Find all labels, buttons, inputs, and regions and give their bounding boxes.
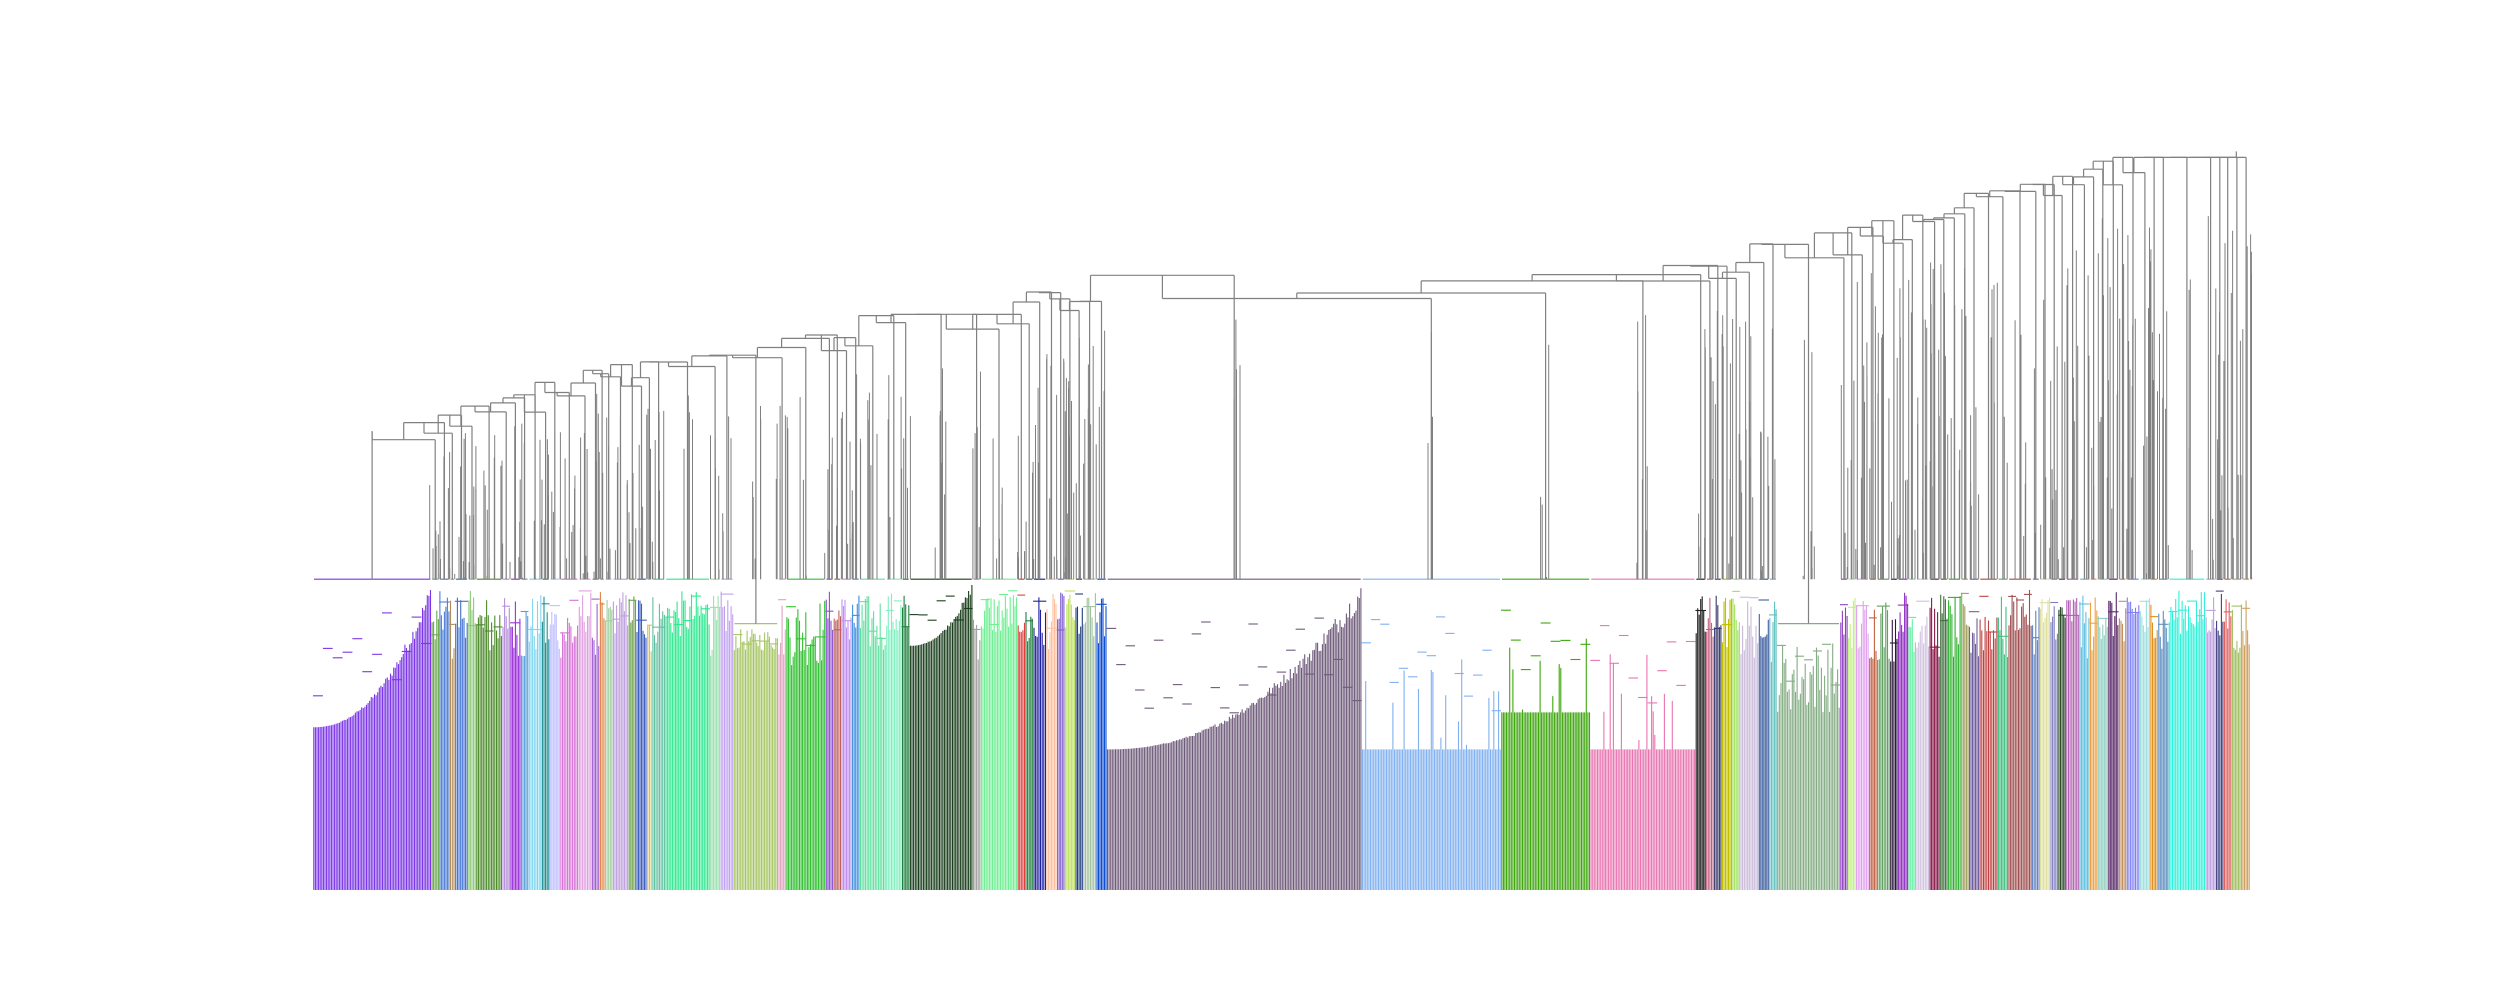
cluster-46 [1075,578,1084,890]
cluster-8 [502,578,511,890]
cluster-1 [313,578,432,890]
cluster-33 [851,578,860,890]
cluster-49 [1106,578,1362,890]
cluster-12 [541,578,550,890]
cluster-86 [2097,578,2109,890]
cluster-31 [833,578,842,890]
cluster-44 [1056,578,1065,890]
cluster-39 [980,578,1018,890]
cluster-73 [1947,578,1961,890]
cluster-67 [1889,578,1898,890]
cluster-88 [2118,578,2127,890]
cluster-64 [1855,578,1869,890]
cluster-81 [2050,578,2059,890]
cluster-3 [439,578,450,890]
cluster-30 [825,578,834,890]
cluster-10 [520,578,529,890]
cluster-62 [1840,578,1848,890]
cluster-56 [1721,578,1733,890]
cluster-43 [1046,578,1057,890]
cluster-71 [1929,578,1940,890]
cluster-23 [652,578,666,890]
cluster-93 [2168,578,2206,890]
cluster-98 [2242,578,2250,890]
cluster-51 [1501,578,1591,890]
cluster-27 [733,622,779,890]
cluster-55 [1713,578,1722,890]
cluster-41 [1025,578,1034,890]
cluster-77 [1997,578,2009,890]
cluster-80 [2039,578,2051,890]
cluster-61 [1776,622,1840,890]
cluster-45 [1064,578,1076,890]
cluster-83 [2066,578,2080,890]
cluster-16 [591,578,600,890]
cluster-95 [2215,578,2224,890]
cluster-13 [549,578,561,890]
cluster-4 [449,578,455,890]
cluster-96 [2223,578,2232,890]
cluster-66 [1876,578,1890,890]
cluster-6 [468,578,476,890]
cluster-20 [628,578,637,890]
cluster-34 [859,578,886,890]
cluster-78 [2008,578,2032,890]
cluster-5 [454,578,469,890]
cluster-65 [1868,578,1877,890]
cluster-28 [778,578,787,890]
cluster-89 [2126,578,2140,890]
cluster-79 [2031,578,2040,890]
cluster-84 [2079,578,2090,890]
cluster-57 [1732,578,1741,890]
cluster-2 [431,578,440,890]
cluster-22 [646,578,652,890]
upper-links [371,151,2253,624]
cluster-69 [1908,578,1917,890]
cluster-11 [528,578,542,890]
cluster-87 [2108,578,2119,890]
cluster-59 [1758,578,1769,890]
cluster-35 [886,578,902,890]
cluster-21 [636,578,647,890]
cluster-74 [1960,578,1969,890]
cluster-70 [1916,578,1930,890]
cluster-42 [1033,578,1047,890]
cluster-58 [1740,578,1759,890]
cluster-47 [1083,578,1097,890]
cluster-17 [599,578,605,890]
cluster-76 [1979,578,1998,890]
cluster-72 [1939,578,1948,890]
cluster-18 [604,578,613,890]
cluster-50 [1361,578,1501,890]
cluster-32 [841,578,852,890]
cluster-26 [720,578,734,890]
cluster-38 [972,578,981,890]
cluster-92 [2158,578,2169,890]
cluster-24 [665,578,710,890]
cluster-52 [1590,578,1696,890]
cluster-97 [2231,578,2243,890]
cluster-75 [1968,578,1980,890]
cluster-37 [909,578,973,890]
cluster-9 [510,578,521,890]
cluster-82 [2058,578,2066,890]
cluster-36 [901,578,910,890]
colored-clusters [313,578,2250,890]
cluster-25 [709,578,721,890]
cluster-60 [1769,578,1777,890]
cluster-85 [2089,578,2098,890]
cluster-94 [2205,578,2216,890]
cluster-48 [1096,578,1107,890]
cluster-29 [786,578,826,890]
cluster-7 [475,578,503,890]
cluster-19 [612,578,629,890]
cluster-14 [560,578,579,890]
cluster-40 [1017,578,1026,890]
cluster-54 [1706,578,1714,890]
cluster-53 [1695,578,1706,890]
cluster-90 [2139,578,2151,890]
